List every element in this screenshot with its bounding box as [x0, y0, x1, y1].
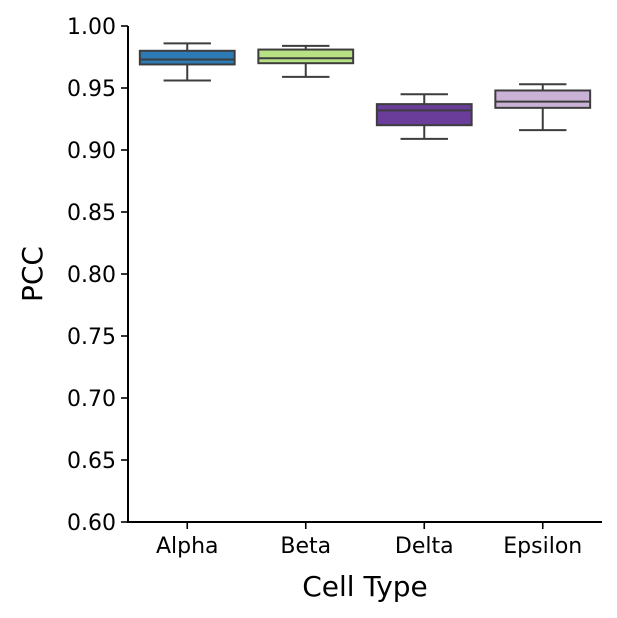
- y-tick-label: 0.70: [67, 387, 116, 412]
- box-alpha: [138, 42, 236, 82]
- y-tick-label: 0.75: [67, 325, 116, 350]
- y-tick-label: 0.90: [67, 139, 116, 164]
- y-axis-ticks: 0.60 0.65 0.70 0.75 0.80 0.85 0.90 0.95 1.00: [67, 15, 128, 536]
- iqr-box: [138, 49, 236, 66]
- y-tick-label: 0.65: [67, 449, 116, 474]
- y-axis-title: PCC: [16, 246, 49, 302]
- iqr-box: [494, 89, 592, 109]
- x-tick-label-beta: Beta: [280, 534, 331, 559]
- y-tick-label: 1.00: [67, 15, 116, 40]
- x-tick-label-delta: Delta: [395, 534, 454, 559]
- y-tick-label: 0.85: [67, 201, 116, 226]
- y-tick-label: 0.60: [67, 511, 116, 536]
- x-axis-title: Cell Type: [302, 570, 428, 603]
- box-epsilon: [494, 83, 592, 132]
- x-axis-ticks: Alpha Beta Delta Epsilon: [156, 522, 582, 559]
- y-tick-label: 0.80: [67, 263, 116, 288]
- iqr-box: [257, 48, 355, 65]
- box-series: [138, 42, 592, 140]
- box-beta: [257, 44, 355, 78]
- iqr-box: [375, 103, 473, 127]
- y-tick-label: 0.95: [67, 77, 116, 102]
- x-tick-label-alpha: Alpha: [156, 534, 219, 559]
- box-delta: [375, 93, 473, 140]
- x-tick-label-epsilon: Epsilon: [503, 534, 582, 559]
